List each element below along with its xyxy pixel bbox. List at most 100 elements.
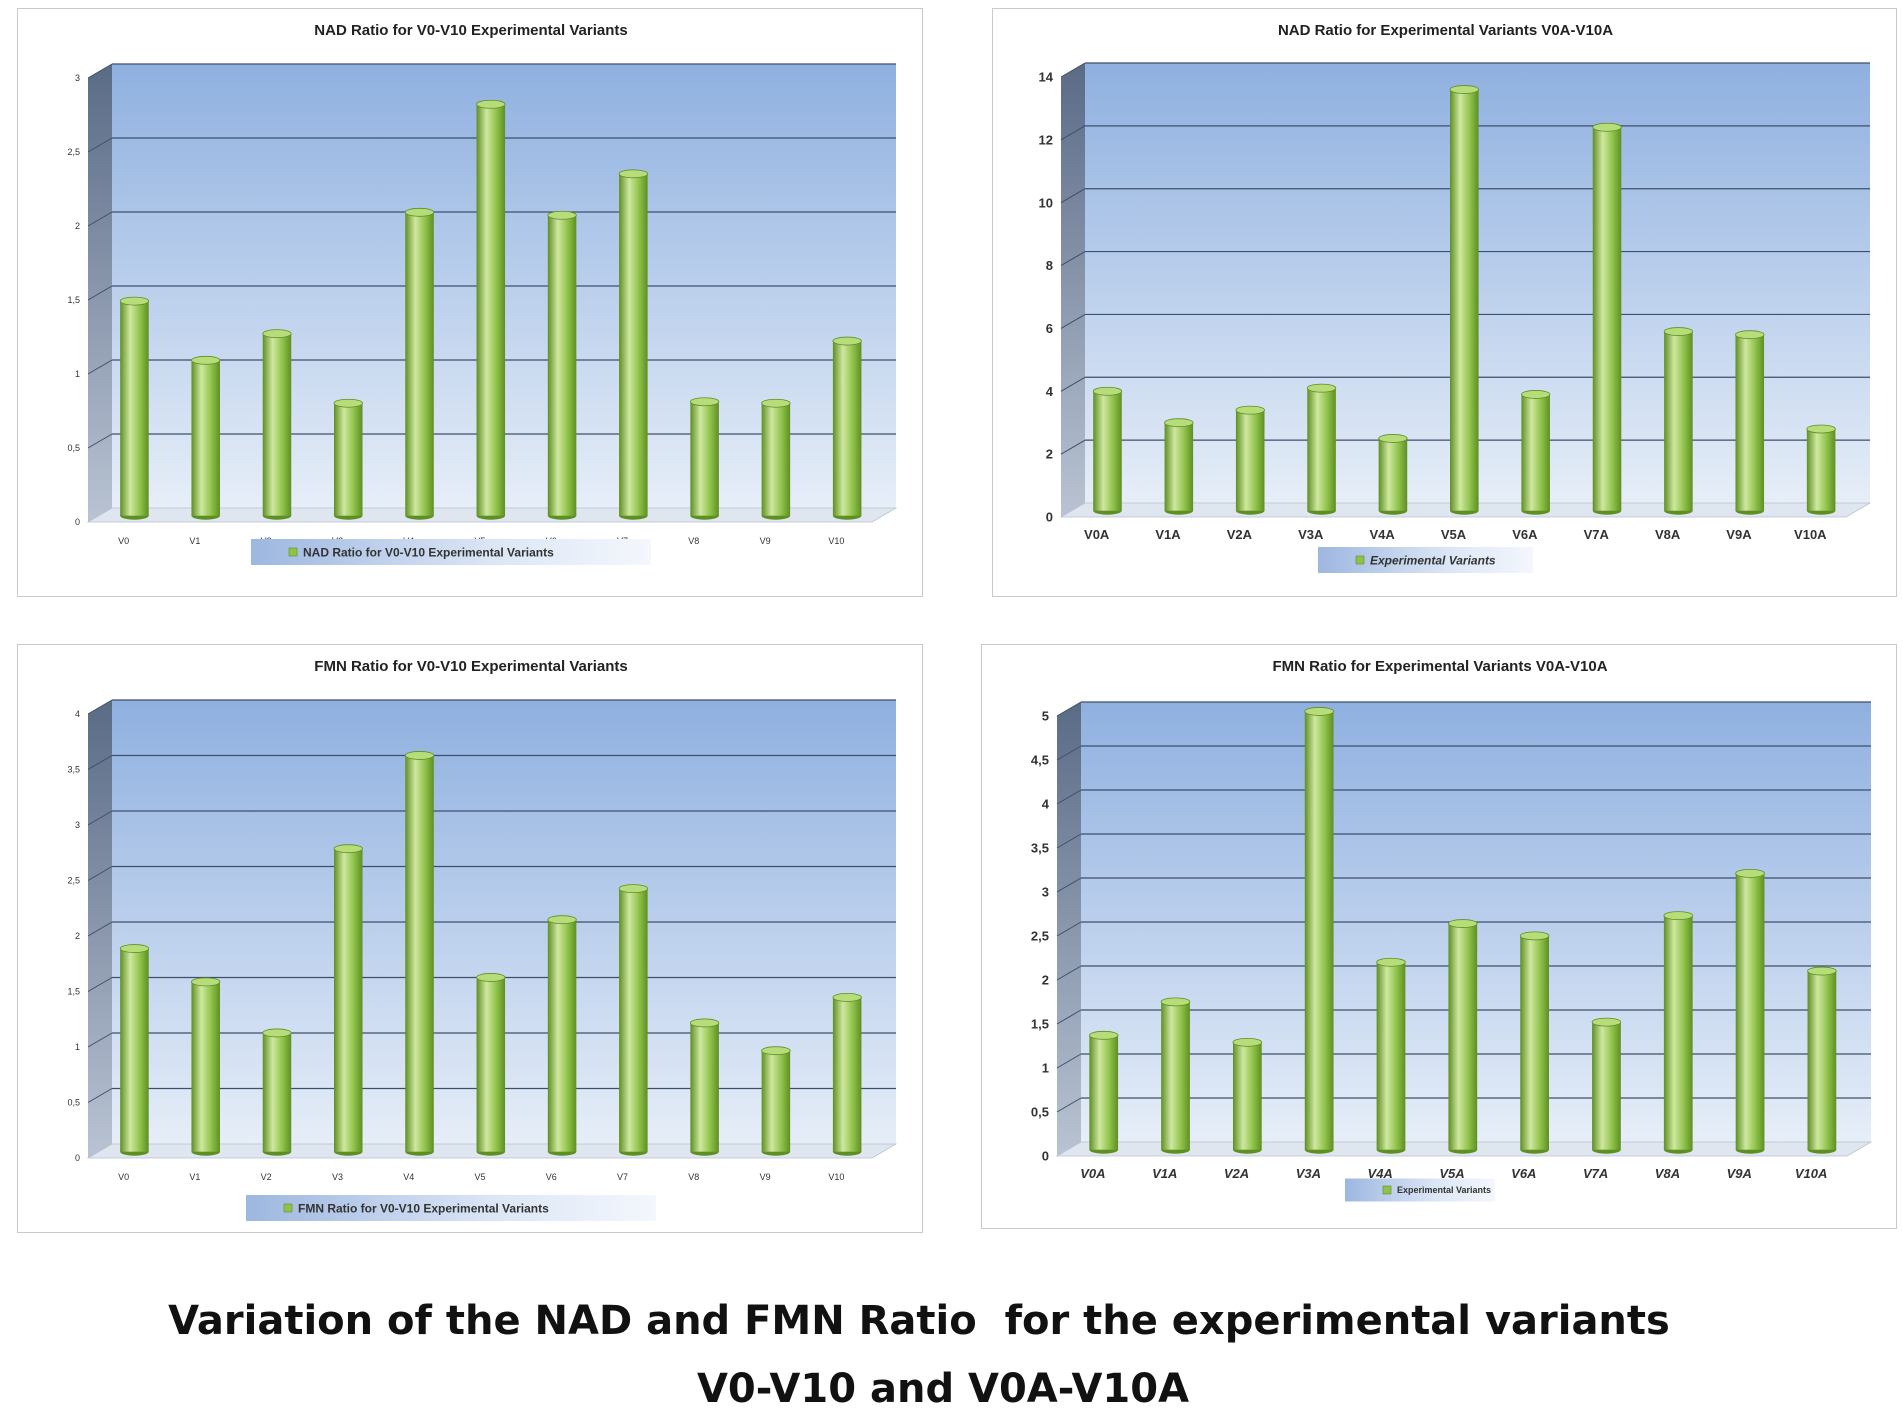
y-tick-label: 2,5 [67, 147, 80, 157]
bar-V5 [476, 99, 506, 520]
bar-top [119, 944, 150, 953]
chart-panel-fmn-v0-v10: FMN Ratio for V0-V10 Experimental Varian… [17, 644, 923, 1233]
chart-legend: Experimental Variants [1345, 1178, 1495, 1202]
bar-V2 [262, 329, 292, 520]
bar-body [1378, 438, 1408, 511]
bar-V2A [1235, 405, 1265, 515]
bar-V10 [832, 336, 862, 520]
y-tick-label: 4 [1046, 384, 1054, 399]
bar-top [618, 884, 649, 894]
gridline-side [1060, 188, 1086, 204]
bar-top [1088, 1030, 1119, 1040]
x-tick-label: V2A [1227, 527, 1253, 542]
bar-body [405, 755, 434, 1152]
y-tick-label: 4,5 [1031, 753, 1049, 768]
y-tick-label: 10 [1039, 195, 1053, 210]
bar-top [1164, 418, 1194, 428]
y-tick-label: 3 [75, 820, 80, 830]
legend-label: NAD Ratio for V0-V10 Experimental Varian… [303, 545, 554, 559]
gridline-side [87, 1088, 113, 1103]
y-tick-label: 1,5 [1031, 1017, 1049, 1032]
y-tick-label: 0 [75, 1153, 80, 1163]
gridline-side [1056, 1053, 1082, 1069]
x-tick-label: V2 [261, 1172, 272, 1182]
gridline-side [1056, 789, 1082, 805]
gridline-side [87, 699, 113, 715]
bar-body [1735, 334, 1765, 511]
y-tick-label: 1 [75, 1042, 80, 1052]
bar-body [120, 301, 149, 516]
legend-label: Experimental Variants [1397, 1185, 1491, 1195]
bar-top [1378, 434, 1408, 443]
bar-top [689, 1018, 720, 1028]
bar-body [547, 919, 577, 1152]
x-tick-label: V1 [189, 536, 200, 546]
x-tick-label: V1 [189, 1172, 200, 1182]
bar-V5A [1449, 85, 1479, 515]
y-tick-label: 2,5 [67, 876, 80, 886]
bar-top [191, 977, 221, 987]
x-tick-label: V3A [1296, 1166, 1321, 1181]
x-tick-label: V9A [1726, 527, 1752, 542]
bar-V8 [689, 397, 720, 520]
bar-V6A [1519, 931, 1550, 1154]
bar-body [832, 341, 862, 516]
chart-legend: Experimental Variants [1318, 547, 1533, 573]
bar-V4 [404, 751, 435, 1156]
chart-legend: FMN Ratio for V0-V10 Experimental Varian… [246, 1195, 656, 1221]
bar-V1 [191, 977, 221, 1156]
bar-V10 [832, 993, 862, 1156]
y-tick-label: 12 [1039, 132, 1053, 147]
gridline-side [87, 810, 113, 826]
legend-label: FMN Ratio for V0-V10 Experimental Varian… [298, 1201, 549, 1215]
bar-body [1376, 962, 1406, 1150]
bar-top [262, 329, 292, 339]
bar-V6 [547, 210, 577, 520]
bar-top [1449, 85, 1479, 94]
x-tick-label: V4A [1368, 1166, 1393, 1181]
y-tick-label: 0 [1046, 510, 1053, 525]
bar-V3 [333, 844, 363, 1156]
x-tick-label: V1A [1155, 527, 1181, 542]
bar-body [832, 997, 862, 1152]
bar-V5A [1448, 919, 1478, 1154]
bar-V4A [1378, 434, 1408, 515]
x-tick-label: V10 [828, 536, 844, 546]
x-tick-label: V0A [1080, 1166, 1105, 1181]
bar-V8A [1663, 911, 1694, 1154]
gridline-side [1060, 62, 1086, 78]
bar-V3A [1306, 383, 1337, 515]
bar-body [1093, 391, 1122, 511]
bar-V4A [1376, 957, 1406, 1154]
legend-box [246, 1195, 656, 1221]
legend-box [1345, 1178, 1495, 1202]
bar-V0 [119, 944, 150, 1156]
x-tick-label: V0 [118, 1172, 129, 1182]
gridline-side [87, 977, 113, 992]
gridline-side [1060, 125, 1086, 141]
bar-V9A [1735, 868, 1765, 1154]
bar-top [618, 169, 649, 179]
x-tick-label: V10A [1795, 1166, 1828, 1181]
x-tick-label: V5A [1441, 527, 1467, 542]
bar-body [334, 403, 363, 516]
y-tick-label: 0,5 [67, 1098, 80, 1108]
bar-body [191, 360, 220, 516]
x-tick-label: V9 [760, 1172, 771, 1182]
y-tick-label: 2 [1046, 447, 1053, 462]
bar-top [1092, 386, 1123, 396]
chart-svg-fmn-v0a-v10a: FMN Ratio for Experimental Variants V0A-… [1031, 658, 1873, 1202]
bar-V7A [1592, 122, 1622, 515]
bar-V9A [1735, 330, 1765, 515]
bar-body [262, 1032, 292, 1152]
bar-top [1306, 383, 1337, 393]
bar-top [689, 397, 720, 407]
x-tick-label: V6A [1512, 527, 1538, 542]
y-tick-label: 1 [1042, 1061, 1049, 1076]
bar-top [1160, 997, 1191, 1007]
x-tick-label: V8A [1655, 527, 1681, 542]
gridline-side [87, 433, 113, 449]
x-tick-label: V3 [332, 1172, 343, 1182]
bar-top [333, 844, 363, 854]
y-tick-label: 4 [75, 709, 80, 719]
